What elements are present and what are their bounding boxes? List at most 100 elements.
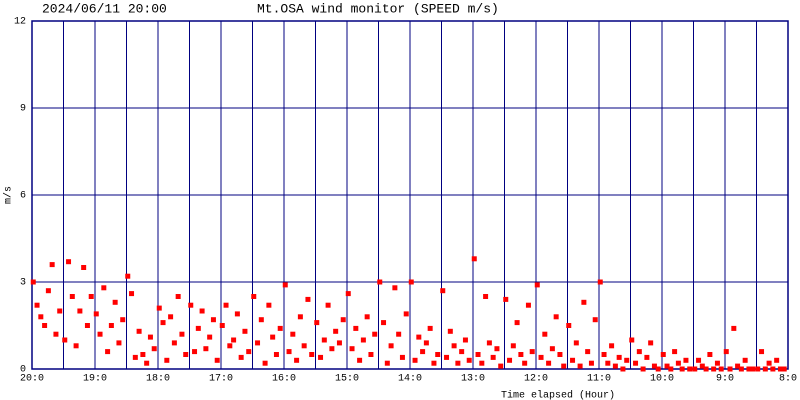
data-point [372, 331, 378, 337]
data-point [286, 349, 292, 355]
data-point [175, 294, 181, 299]
data-point [507, 357, 513, 363]
data-point [718, 366, 724, 372]
data-point [423, 340, 429, 346]
data-point [746, 366, 752, 372]
data-point [30, 279, 36, 285]
x-tick-label: 16:0 [272, 374, 296, 385]
data-point [644, 354, 650, 360]
data-point [585, 349, 591, 355]
data-point [325, 302, 331, 308]
data-point [273, 352, 279, 357]
data-point [388, 343, 394, 349]
x-tick-label: 10:0 [650, 374, 674, 385]
data-point [318, 354, 324, 360]
data-point [88, 294, 94, 299]
data-point [529, 349, 535, 355]
x-tick-label: 17:0 [209, 374, 233, 385]
data-point [49, 262, 55, 268]
data-point [699, 363, 705, 369]
data-point [534, 282, 540, 288]
data-point [57, 308, 63, 314]
x-tick-label: 12:0 [524, 374, 548, 385]
chart-title: Mt.OSA wind monitor (SPEED m/s) [257, 1, 499, 16]
data-point [766, 360, 772, 366]
data-point [195, 325, 201, 331]
data-point [640, 366, 646, 372]
x-tick-label: 19:0 [83, 374, 107, 385]
data-point [97, 331, 103, 337]
x-tick-label: 13:0 [461, 374, 485, 385]
data-point [518, 352, 524, 357]
data-point [297, 314, 303, 320]
data-point [624, 357, 630, 363]
data-point [601, 352, 607, 357]
data-point [777, 366, 783, 372]
x-tick-label: 8:0 [779, 374, 797, 385]
data-point [160, 320, 166, 326]
data-point [403, 311, 409, 317]
data-point [392, 285, 398, 291]
data-point [655, 366, 661, 372]
data-point [246, 349, 252, 355]
data-point [125, 273, 131, 279]
timestamp: 2024/06/11 20:00 [42, 1, 167, 16]
data-point [234, 311, 240, 317]
data-point [270, 334, 276, 340]
data-point [73, 343, 79, 349]
data-point [377, 279, 383, 285]
data-point [305, 296, 311, 302]
data-point [455, 360, 461, 366]
data-point [147, 334, 153, 340]
data-point [581, 299, 587, 305]
data-point [466, 357, 472, 363]
x-tick-label: 14:0 [398, 374, 422, 385]
data-point [360, 337, 366, 343]
data-point [636, 349, 642, 355]
data-point [396, 331, 402, 337]
y-tick-label: 9 [20, 104, 26, 115]
data-point [399, 354, 405, 360]
data-point [431, 360, 437, 366]
data-point [309, 352, 315, 357]
x-axis-label: Time elapsed (Hour) [501, 390, 615, 400]
data-point [168, 314, 174, 320]
data-point [651, 363, 657, 369]
y-tick-label: 12 [14, 17, 26, 28]
data-point [629, 337, 635, 343]
data-point [490, 354, 496, 360]
data-point [731, 325, 737, 331]
data-point [144, 360, 150, 366]
x-tick-label: 15:0 [335, 374, 359, 385]
data-point [353, 325, 359, 331]
data-point [156, 305, 162, 311]
data-point [53, 331, 59, 337]
data-point [597, 279, 603, 285]
data-point [707, 352, 713, 357]
data-point [444, 354, 450, 360]
data-point [38, 314, 44, 320]
data-point [577, 363, 583, 369]
data-point [451, 343, 457, 349]
data-point [549, 346, 555, 352]
data-point [227, 343, 233, 349]
data-point [542, 331, 548, 337]
data-point [483, 294, 489, 299]
data-point [522, 360, 528, 366]
data-point [648, 340, 654, 346]
data-point [132, 354, 138, 360]
data-point [616, 354, 622, 360]
data-point [214, 357, 220, 363]
data-point [620, 366, 626, 372]
data-point [420, 349, 426, 355]
data-point [609, 343, 615, 349]
data-point [108, 323, 114, 328]
data-point [136, 328, 142, 334]
data-point [561, 363, 567, 369]
data-point [129, 291, 135, 297]
data-point [762, 366, 768, 372]
y-tick-label: 3 [20, 278, 26, 289]
data-point [675, 360, 681, 366]
